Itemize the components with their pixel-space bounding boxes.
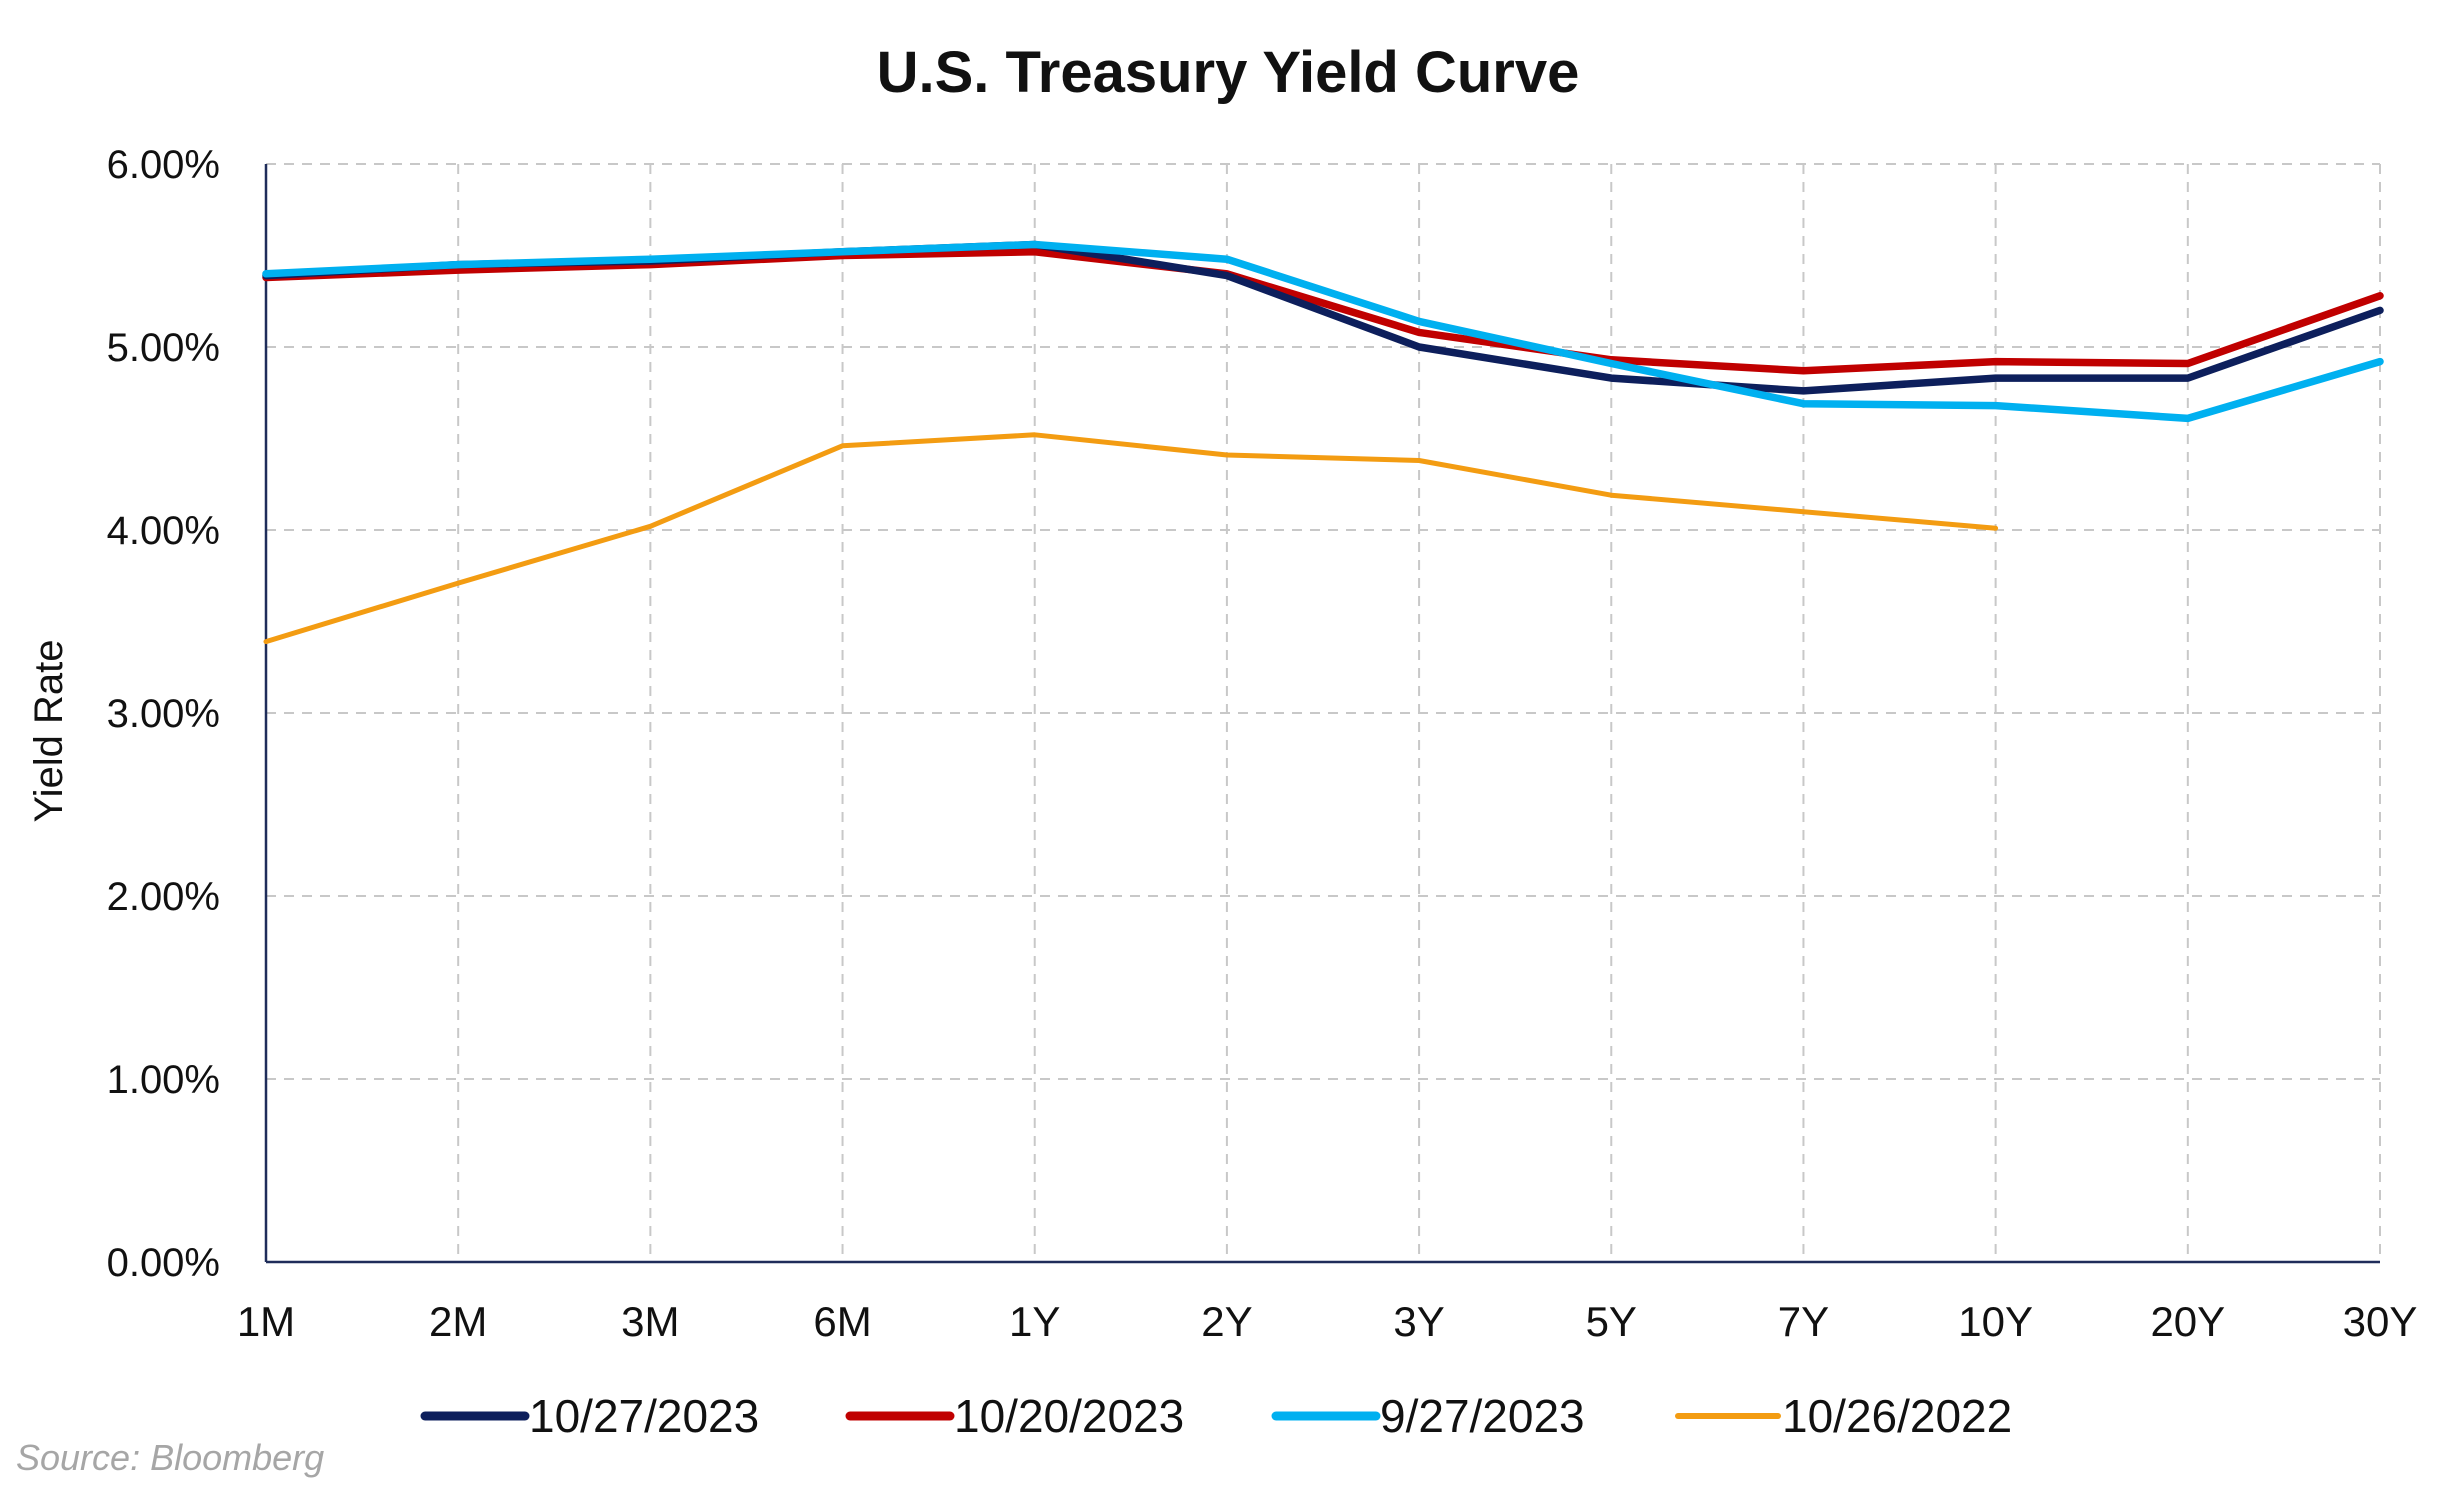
x-tick-label: 10Y [1958, 1298, 2033, 1345]
axes [264, 164, 2380, 1264]
x-tick-label: 30Y [2343, 1298, 2418, 1345]
chart-title: U.S. Treasury Yield Curve [877, 40, 1580, 105]
y-tick-label: 2.00% [107, 875, 220, 919]
legend-label: 10/20/2023 [954, 1390, 1184, 1442]
x-tick-label: 2M [429, 1298, 487, 1345]
y-tick-label: 4.00% [107, 509, 220, 553]
y-tick-labels: 0.00% 1.00% 2.00% 3.00% 4.00% 5.00% 6.00% [107, 143, 220, 1285]
series-lines [262, 240, 2384, 645]
y-tick-label: 0.00% [107, 1241, 220, 1285]
x-tick-label: 1M [237, 1298, 295, 1345]
y-tick-label: 1.00% [107, 1058, 220, 1102]
y-tick-label: 5.00% [107, 326, 220, 370]
series-line-3 [262, 240, 2384, 423]
x-tick-label: 7Y [1778, 1298, 1829, 1345]
y-axis-label: Yield Rate [27, 639, 71, 822]
x-tick-label: 1Y [1009, 1298, 1060, 1345]
legend: 10/27/2023 10/20/2023 9/27/2023 10/26/2022 [420, 1390, 2012, 1442]
legend-label: 10/26/2022 [1782, 1390, 2012, 1442]
x-tick-label: 2Y [1201, 1298, 1252, 1345]
series-line-4 [263, 432, 1999, 645]
x-tick-labels: 1M 2M 3M 6M 1Y 2Y 3Y 5Y 7Y 10Y 20Y 30Y [237, 1298, 2418, 1345]
x-tick-label: 3M [621, 1298, 679, 1345]
series-line-2 [262, 248, 2384, 375]
source-note: Source: Bloomberg [16, 1437, 324, 1478]
x-tick-label: 3Y [1393, 1298, 1444, 1345]
y-tick-label: 6.00% [107, 143, 220, 187]
legend-label: 10/27/2023 [529, 1390, 759, 1442]
x-tick-label: 5Y [1586, 1298, 1637, 1345]
x-tick-label: 6M [813, 1298, 871, 1345]
gridlines [266, 163, 2381, 1262]
x-tick-label: 20Y [2150, 1298, 2225, 1345]
y-tick-label: 3.00% [107, 692, 220, 736]
legend-label: 9/27/2023 [1380, 1390, 1585, 1442]
